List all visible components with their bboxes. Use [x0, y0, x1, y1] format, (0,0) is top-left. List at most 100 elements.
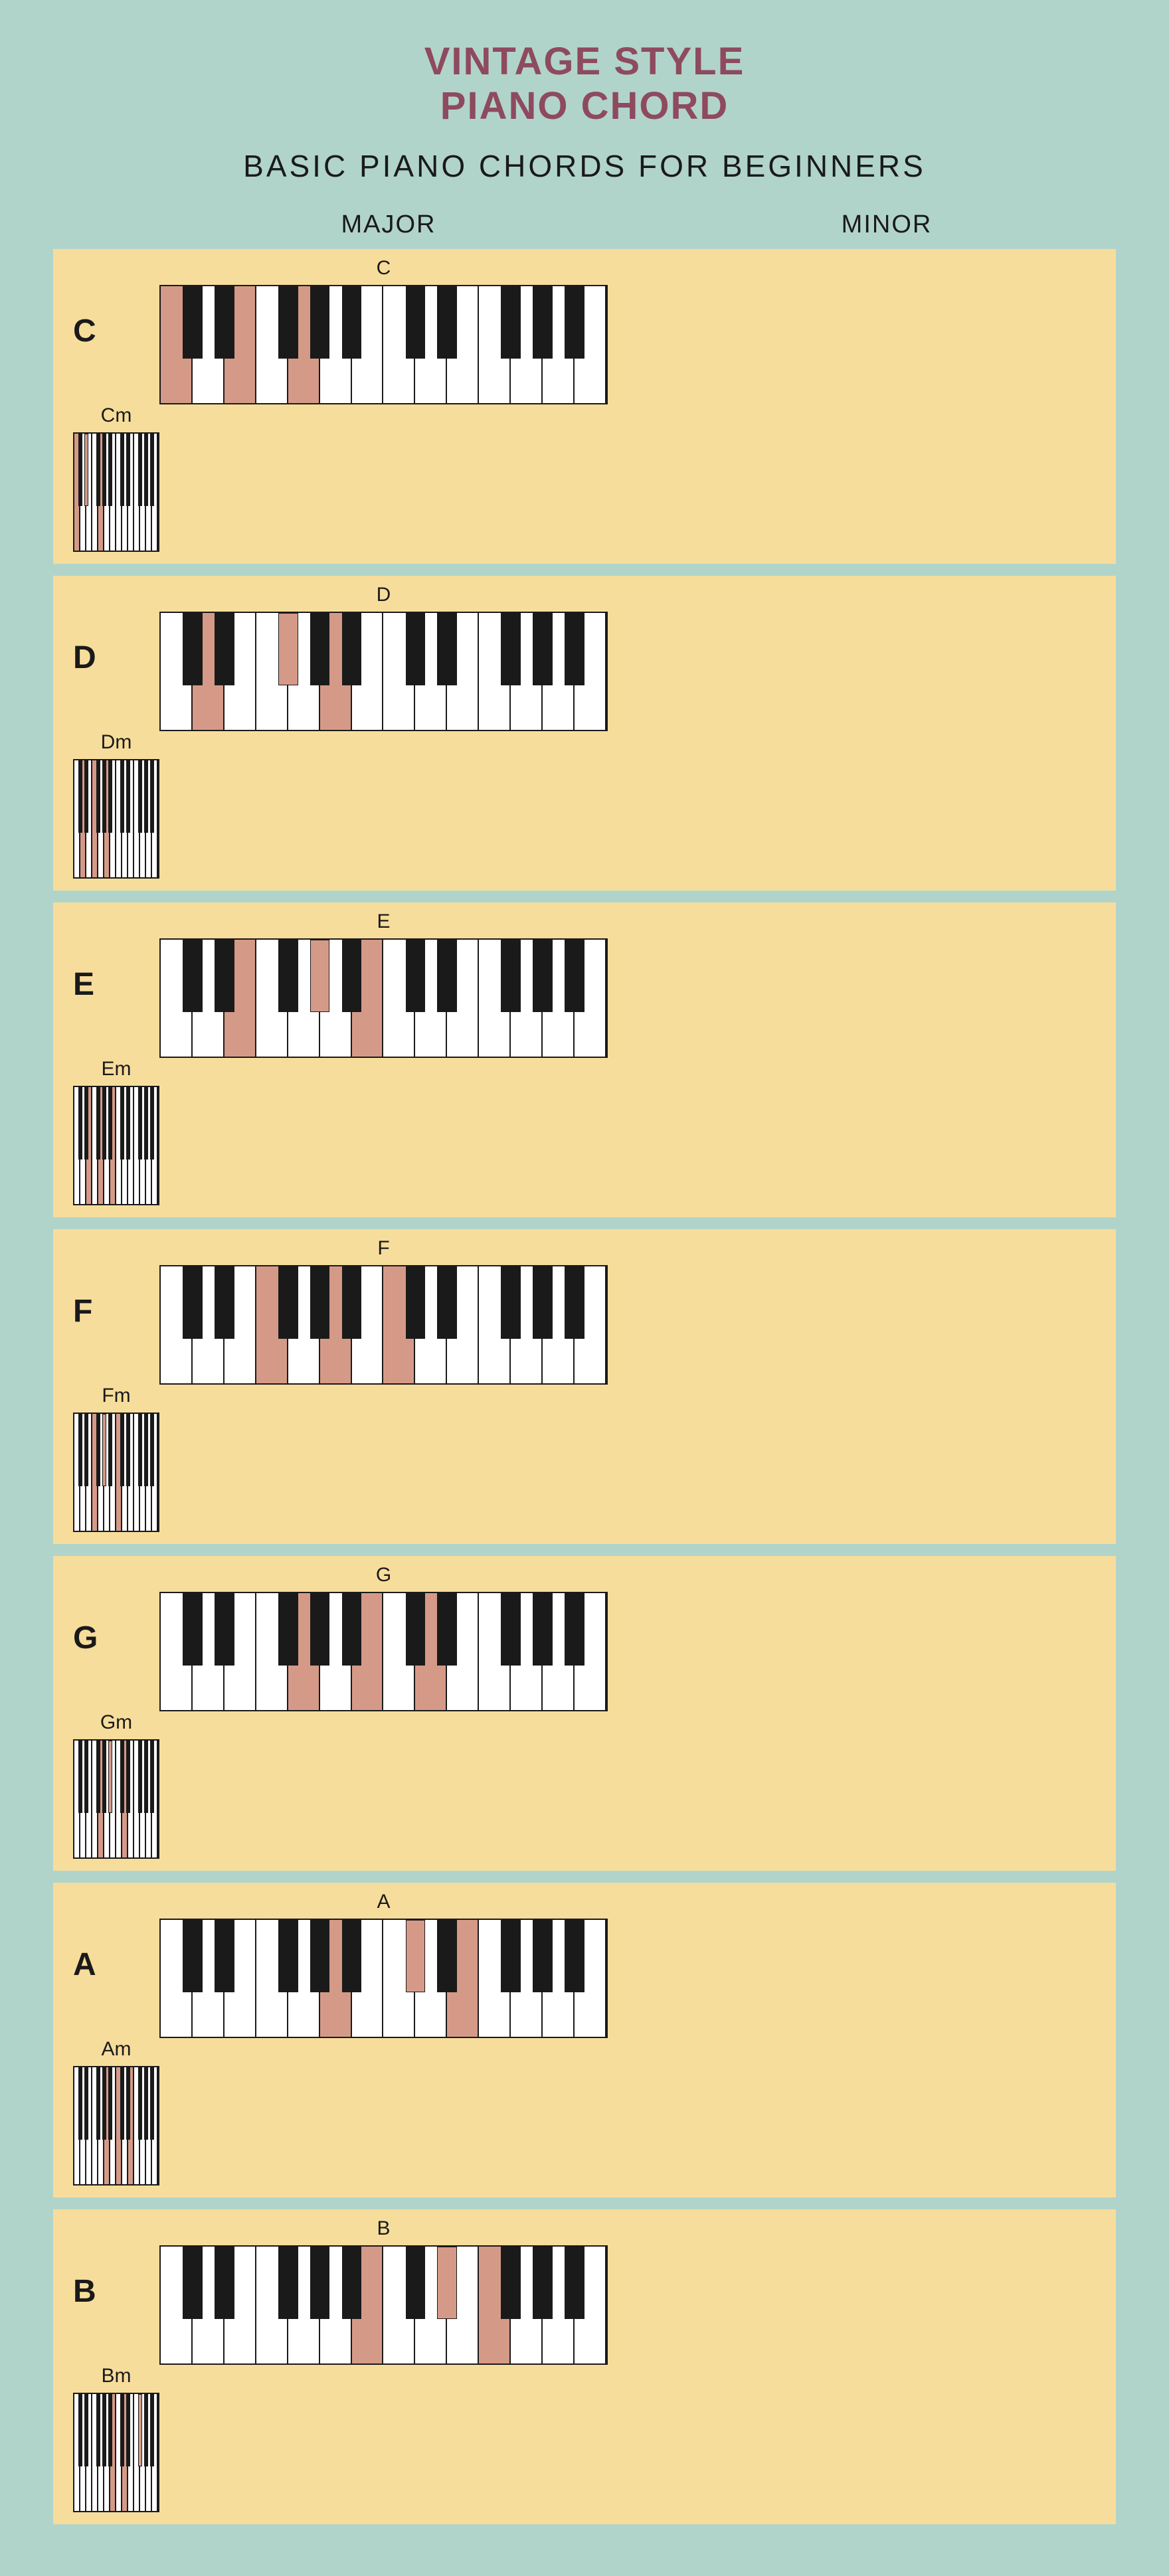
black-key [437, 1920, 457, 1992]
piano-keyboard [73, 1739, 159, 1859]
black-key [126, 434, 130, 506]
column-headers: MAJOR MINOR [53, 211, 1116, 239]
black-key [126, 1741, 130, 1813]
piano-keyboard [159, 938, 608, 1058]
black-key [102, 760, 106, 833]
chord-block-major: D [159, 584, 608, 731]
chord-block-minor: Bm [73, 2365, 159, 2512]
chord-block-minor: Fm [73, 1385, 159, 1532]
black-key [126, 1414, 130, 1486]
black-key [406, 2247, 426, 2319]
black-key [183, 940, 203, 1012]
black-key [183, 2247, 203, 2319]
black-key [565, 940, 584, 1012]
black-key [342, 1593, 362, 1666]
black-key [144, 1414, 148, 1486]
black-key [84, 760, 88, 833]
black-key [215, 613, 234, 685]
chord-label: F [159, 1237, 608, 1260]
black-key [120, 1414, 124, 1486]
black-key [78, 760, 82, 833]
black-key [108, 1414, 112, 1486]
black-key [437, 613, 457, 685]
black-key [533, 613, 553, 685]
piano-keyboard [159, 1592, 608, 1711]
black-key [78, 1741, 82, 1813]
black-key [144, 434, 148, 506]
black-key [138, 2067, 142, 2140]
black-key [96, 2394, 100, 2466]
chord-block-minor: Em [73, 1058, 159, 1205]
black-key [183, 613, 203, 685]
black-key [150, 1741, 154, 1813]
black-key [96, 1087, 100, 1159]
black-key [102, 2067, 106, 2140]
chord-label: Fm [73, 1385, 159, 1407]
chord-row: CCCm [53, 249, 1116, 564]
black-key [96, 1414, 100, 1486]
piano-keyboard [159, 285, 608, 404]
chord-label: Bm [73, 2365, 159, 2387]
black-key [108, 1741, 112, 1813]
black-key [310, 1920, 330, 1992]
black-key [108, 760, 112, 833]
black-key [183, 1920, 203, 1992]
black-key [126, 1087, 130, 1159]
black-key [278, 613, 298, 685]
title-line-1: VINTAGE STYLE [424, 40, 745, 83]
black-key [144, 1741, 148, 1813]
black-key [126, 2067, 130, 2140]
chord-row: AAAm [53, 1883, 1116, 2197]
black-key [150, 760, 154, 833]
chord-label: C [159, 257, 608, 280]
black-key [150, 1414, 154, 1486]
black-key [533, 1920, 553, 1992]
black-key [215, 286, 234, 359]
black-key [120, 760, 124, 833]
piano-keyboard [159, 1265, 608, 1385]
black-key [120, 2067, 124, 2140]
black-key [120, 1087, 124, 1159]
piano-keyboard [73, 2066, 159, 2186]
chord-block-minor: Dm [73, 731, 159, 879]
black-key [102, 1087, 106, 1159]
black-key [565, 286, 584, 359]
black-key [406, 1593, 426, 1666]
black-key [406, 286, 426, 359]
black-key [437, 1593, 457, 1666]
black-key [78, 2067, 82, 2140]
black-key [144, 1087, 148, 1159]
black-key [84, 1087, 88, 1159]
black-key [310, 1266, 330, 1339]
black-key [437, 940, 457, 1012]
black-key [533, 940, 553, 1012]
black-key [501, 286, 521, 359]
black-key [144, 2067, 148, 2140]
black-key [310, 286, 330, 359]
chord-rows: CCCmDDDmEEEmFFFmGGGmAAAmBBBm [27, 249, 1142, 2524]
chord-label: Dm [73, 731, 159, 754]
black-key [310, 2247, 330, 2319]
black-key [501, 1593, 521, 1666]
black-key [144, 760, 148, 833]
black-key [533, 286, 553, 359]
chord-label: B [159, 2217, 608, 2240]
black-key [342, 286, 362, 359]
chord-block-minor: Gm [73, 1711, 159, 1859]
black-key [108, 2067, 112, 2140]
chord-block-minor: Cm [73, 404, 159, 552]
column-header-minor: MINOR [658, 211, 1116, 239]
black-key [120, 434, 124, 506]
black-key [406, 1266, 426, 1339]
black-key [78, 1087, 82, 1159]
row-label: B [73, 2273, 159, 2310]
row-label: G [73, 1620, 159, 1656]
piano-keyboard [73, 2393, 159, 2512]
piano-keyboard [73, 1086, 159, 1205]
black-key [183, 286, 203, 359]
black-key [565, 2247, 584, 2319]
piano-keyboard [159, 612, 608, 731]
chord-row: DDDm [53, 576, 1116, 891]
black-key [565, 1920, 584, 1992]
black-key [342, 613, 362, 685]
